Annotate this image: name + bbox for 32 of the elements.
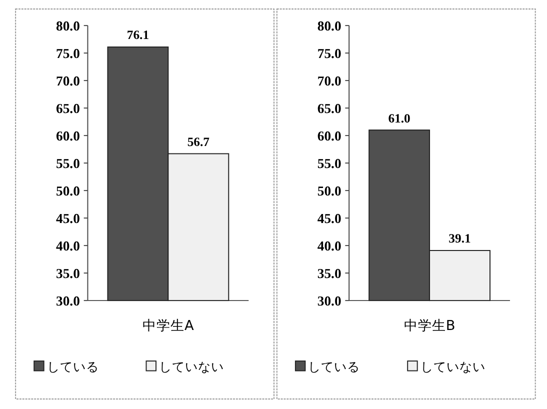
legend-label: していない bbox=[158, 358, 224, 374]
y-tick-label: 30.0 bbox=[317, 293, 342, 308]
y-tick-label: 40.0 bbox=[317, 238, 342, 254]
y-tick-label: 45.0 bbox=[317, 210, 342, 226]
y-tick-label: 35.0 bbox=[56, 266, 80, 281]
legend-label: していない bbox=[420, 358, 486, 374]
y-tick-label: 60.0 bbox=[56, 128, 80, 144]
y-tick-label: 40.0 bbox=[56, 238, 80, 254]
data-label: 39.1 bbox=[448, 232, 471, 246]
y-tick-label: 55.0 bbox=[317, 156, 342, 171]
legend-label: している bbox=[308, 358, 360, 374]
y-tick-label: 35.0 bbox=[317, 266, 342, 281]
y-tick-label: 80.0 bbox=[56, 18, 80, 34]
y-tick-label: 70.0 bbox=[56, 73, 80, 88]
y-tick-label: 45.0 bbox=[56, 210, 80, 226]
y-tick-label: 75.0 bbox=[56, 46, 80, 61]
y-tick-label: 65.0 bbox=[317, 100, 342, 116]
legend-label: している bbox=[46, 358, 99, 374]
y-tick-label: 70.0 bbox=[317, 73, 342, 88]
y-tick-label: 75.0 bbox=[317, 46, 342, 61]
y-tick-label: 50.0 bbox=[317, 183, 342, 198]
y-tick-label: 55.0 bbox=[56, 156, 80, 171]
data-label: 61.0 bbox=[388, 111, 410, 126]
y-tick-label: 80.0 bbox=[317, 18, 342, 34]
y-tick-label: 60.0 bbox=[317, 128, 342, 144]
data-label: 56.7 bbox=[187, 134, 210, 149]
data-label: 76.1 bbox=[126, 28, 150, 42]
y-tick-label: 65.0 bbox=[56, 100, 80, 116]
y-tick-label: 30.0 bbox=[56, 293, 80, 308]
x-tick-label: 中学生B bbox=[404, 318, 456, 334]
x-tick-label: 中学生A bbox=[142, 318, 195, 334]
y-tick-label: 50.0 bbox=[56, 183, 80, 198]
